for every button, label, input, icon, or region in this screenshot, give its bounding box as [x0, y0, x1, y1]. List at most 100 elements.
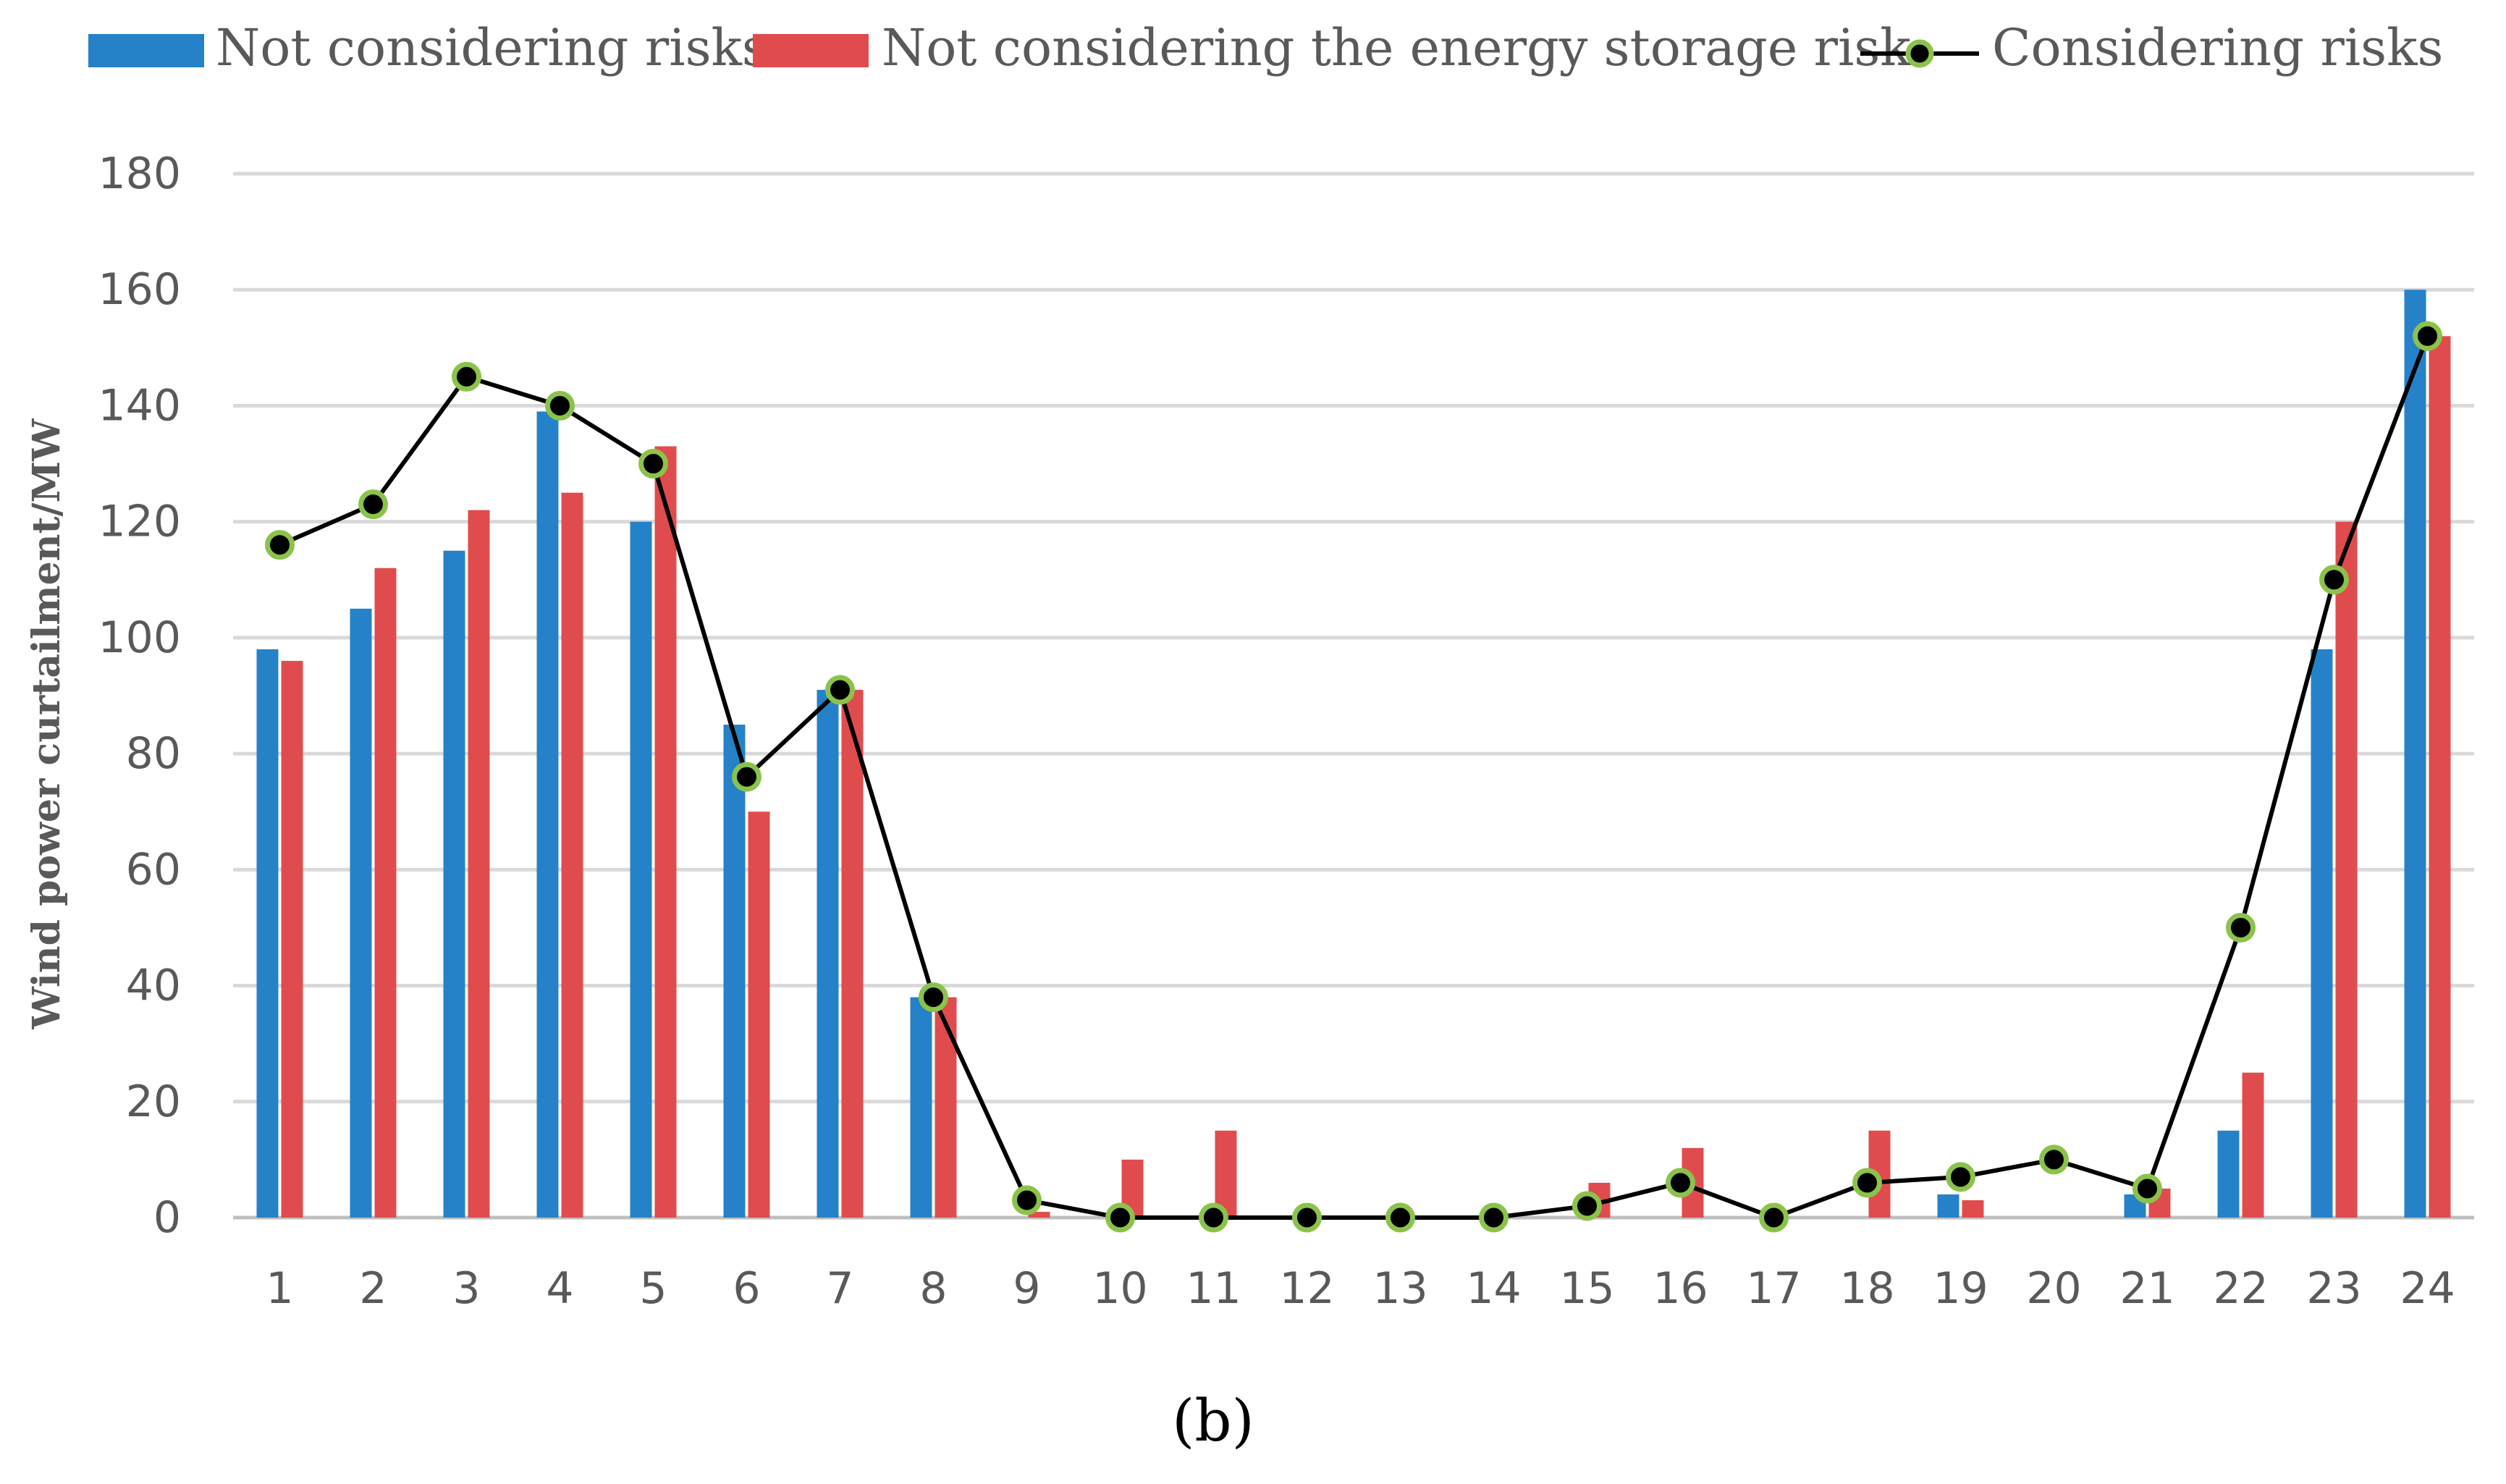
x-tick-10: 10	[1092, 1263, 1147, 1314]
bar-not-considering-storage-risk-8	[935, 997, 957, 1218]
x-tick-19: 19	[1933, 1263, 1988, 1314]
x-tick-16: 16	[1653, 1263, 1708, 1314]
y-axis-ticks: 0 20 40 60 80 100 120 140 160 180	[98, 148, 181, 1243]
x-tick-2: 2	[359, 1263, 387, 1314]
point-considering-risks-1	[265, 530, 295, 560]
point-considering-risks-23	[2319, 565, 2349, 595]
line-series	[279, 335, 2430, 1220]
x-tick-14: 14	[1466, 1263, 1521, 1314]
legend-label-considering-risks: Considering risks	[1992, 18, 2443, 77]
y-tick-100: 100	[98, 612, 181, 663]
x-tick-22: 22	[2213, 1263, 2268, 1314]
bar-not-considering-risks-23	[2311, 649, 2333, 1218]
x-tick-13: 13	[1372, 1263, 1427, 1314]
x-tick-3: 3	[452, 1263, 480, 1314]
x-tick-6: 6	[733, 1263, 760, 1314]
bar-not-considering-risks-22	[2217, 1130, 2240, 1218]
point-considering-risks-9	[1012, 1185, 1042, 1215]
point-considering-risks-3	[452, 361, 481, 392]
x-tick-7: 7	[826, 1263, 853, 1314]
x-axis-ticks: 1 2 3 4 5 6 7 8 9 10 11 12 13 14 15 16 17 18 19 20 21 22 23 24	[266, 1263, 2455, 1314]
point-considering-risks-20	[2039, 1144, 2069, 1175]
bar-not-considering-risks-8	[910, 997, 932, 1218]
bar-not-considering-storage-risk-11	[1215, 1130, 1237, 1218]
y-tick-60: 60	[126, 844, 181, 895]
x-tick-5: 5	[639, 1263, 667, 1314]
x-tick-9: 9	[1013, 1263, 1040, 1314]
x-tick-18: 18	[1839, 1263, 1894, 1314]
point-considering-risks-7	[825, 675, 855, 705]
point-considering-risks-22	[2226, 912, 2256, 943]
legend-swatch-not-considering-risks	[88, 34, 204, 67]
bar-not-considering-risks-1	[256, 649, 279, 1218]
bar-not-considering-storage-risk-3	[468, 510, 490, 1218]
point-considering-risks-21	[2132, 1173, 2162, 1204]
bar-not-considering-risks-24	[2404, 290, 2426, 1218]
bar-not-considering-risks-7	[817, 689, 839, 1218]
y-tick-180: 180	[98, 148, 181, 199]
y-tick-80: 80	[126, 728, 181, 779]
point-considering-risks-15	[1572, 1191, 1602, 1221]
x-tick-20: 20	[2026, 1263, 2081, 1314]
bar-not-considering-storage-risk-4	[561, 492, 583, 1218]
bars	[256, 290, 2451, 1218]
y-tick-0: 0	[153, 1192, 181, 1243]
bar-not-considering-storage-risk-5	[654, 446, 677, 1218]
bar-not-considering-risks-5	[630, 521, 652, 1218]
x-tick-24: 24	[2400, 1263, 2455, 1314]
point-considering-risks-17	[1759, 1202, 1789, 1233]
y-tick-20: 20	[126, 1076, 181, 1127]
bar-not-considering-storage-risk-24	[2429, 336, 2451, 1218]
point-considering-risks-11	[1199, 1202, 1228, 1233]
x-tick-1: 1	[266, 1263, 293, 1314]
bar-not-considering-storage-risk-22	[2242, 1072, 2264, 1218]
legend-swatch-not-considering-storage-risk	[753, 34, 869, 67]
x-tick-23: 23	[2306, 1263, 2361, 1314]
point-considering-risks-13	[1385, 1202, 1415, 1233]
point-considering-risks-5	[638, 449, 668, 479]
y-axis-label: Wind power curtailment/MW	[25, 418, 69, 1029]
x-tick-8: 8	[919, 1263, 947, 1314]
legend-swatch-considering-risks-marker	[1905, 39, 1934, 68]
point-considering-risks-12	[1292, 1202, 1322, 1233]
bar-not-considering-storage-risk-9	[1028, 1211, 1050, 1218]
x-tick-11: 11	[1186, 1263, 1241, 1314]
legend-label-not-considering-risks: Not considering risks	[216, 18, 768, 77]
point-considering-risks-4	[545, 390, 575, 421]
bar-not-considering-storage-risk-7	[841, 689, 864, 1218]
line-points	[265, 321, 2442, 1233]
x-tick-4: 4	[546, 1263, 573, 1314]
point-considering-risks-6	[732, 762, 761, 792]
bar-not-considering-risks-3	[443, 550, 465, 1218]
line-considering-risks	[279, 335, 2430, 1220]
bar-not-considering-storage-risk-19	[1962, 1200, 1984, 1218]
point-considering-risks-16	[1666, 1168, 1695, 1198]
x-tick-21: 21	[2119, 1263, 2174, 1314]
legend-label-not-considering-storage-risk: Not considering the energy storage risk	[882, 18, 1911, 77]
figure-caption: (b)	[1172, 1387, 1254, 1454]
bar-not-considering-storage-risk-23	[2335, 521, 2358, 1218]
bar-not-considering-storage-risk-6	[748, 811, 770, 1218]
gridlines	[233, 172, 2474, 1220]
bar-not-considering-risks-2	[350, 608, 372, 1218]
point-considering-risks-2	[358, 489, 388, 520]
bar-not-considering-storage-risk-2	[374, 568, 397, 1218]
y-tick-140: 140	[98, 380, 181, 431]
y-tick-40: 40	[126, 961, 181, 1011]
bar-not-considering-risks-6	[723, 725, 746, 1218]
x-tick-15: 15	[1559, 1263, 1614, 1314]
point-considering-risks-19	[1946, 1162, 1975, 1192]
bar-not-considering-storage-risk-1	[281, 660, 303, 1218]
legend: Not considering risks Not considering th…	[88, 18, 2443, 77]
point-considering-risks-24	[2413, 321, 2442, 351]
point-considering-risks-18	[1852, 1168, 1882, 1198]
point-considering-risks-14	[1479, 1202, 1509, 1233]
bar-not-considering-risks-4	[536, 411, 559, 1218]
point-considering-risks-8	[919, 982, 948, 1013]
y-tick-160: 160	[98, 264, 181, 315]
point-considering-risks-10	[1105, 1202, 1135, 1233]
y-tick-120: 120	[98, 497, 181, 547]
bar-not-considering-risks-19	[1937, 1194, 1959, 1218]
